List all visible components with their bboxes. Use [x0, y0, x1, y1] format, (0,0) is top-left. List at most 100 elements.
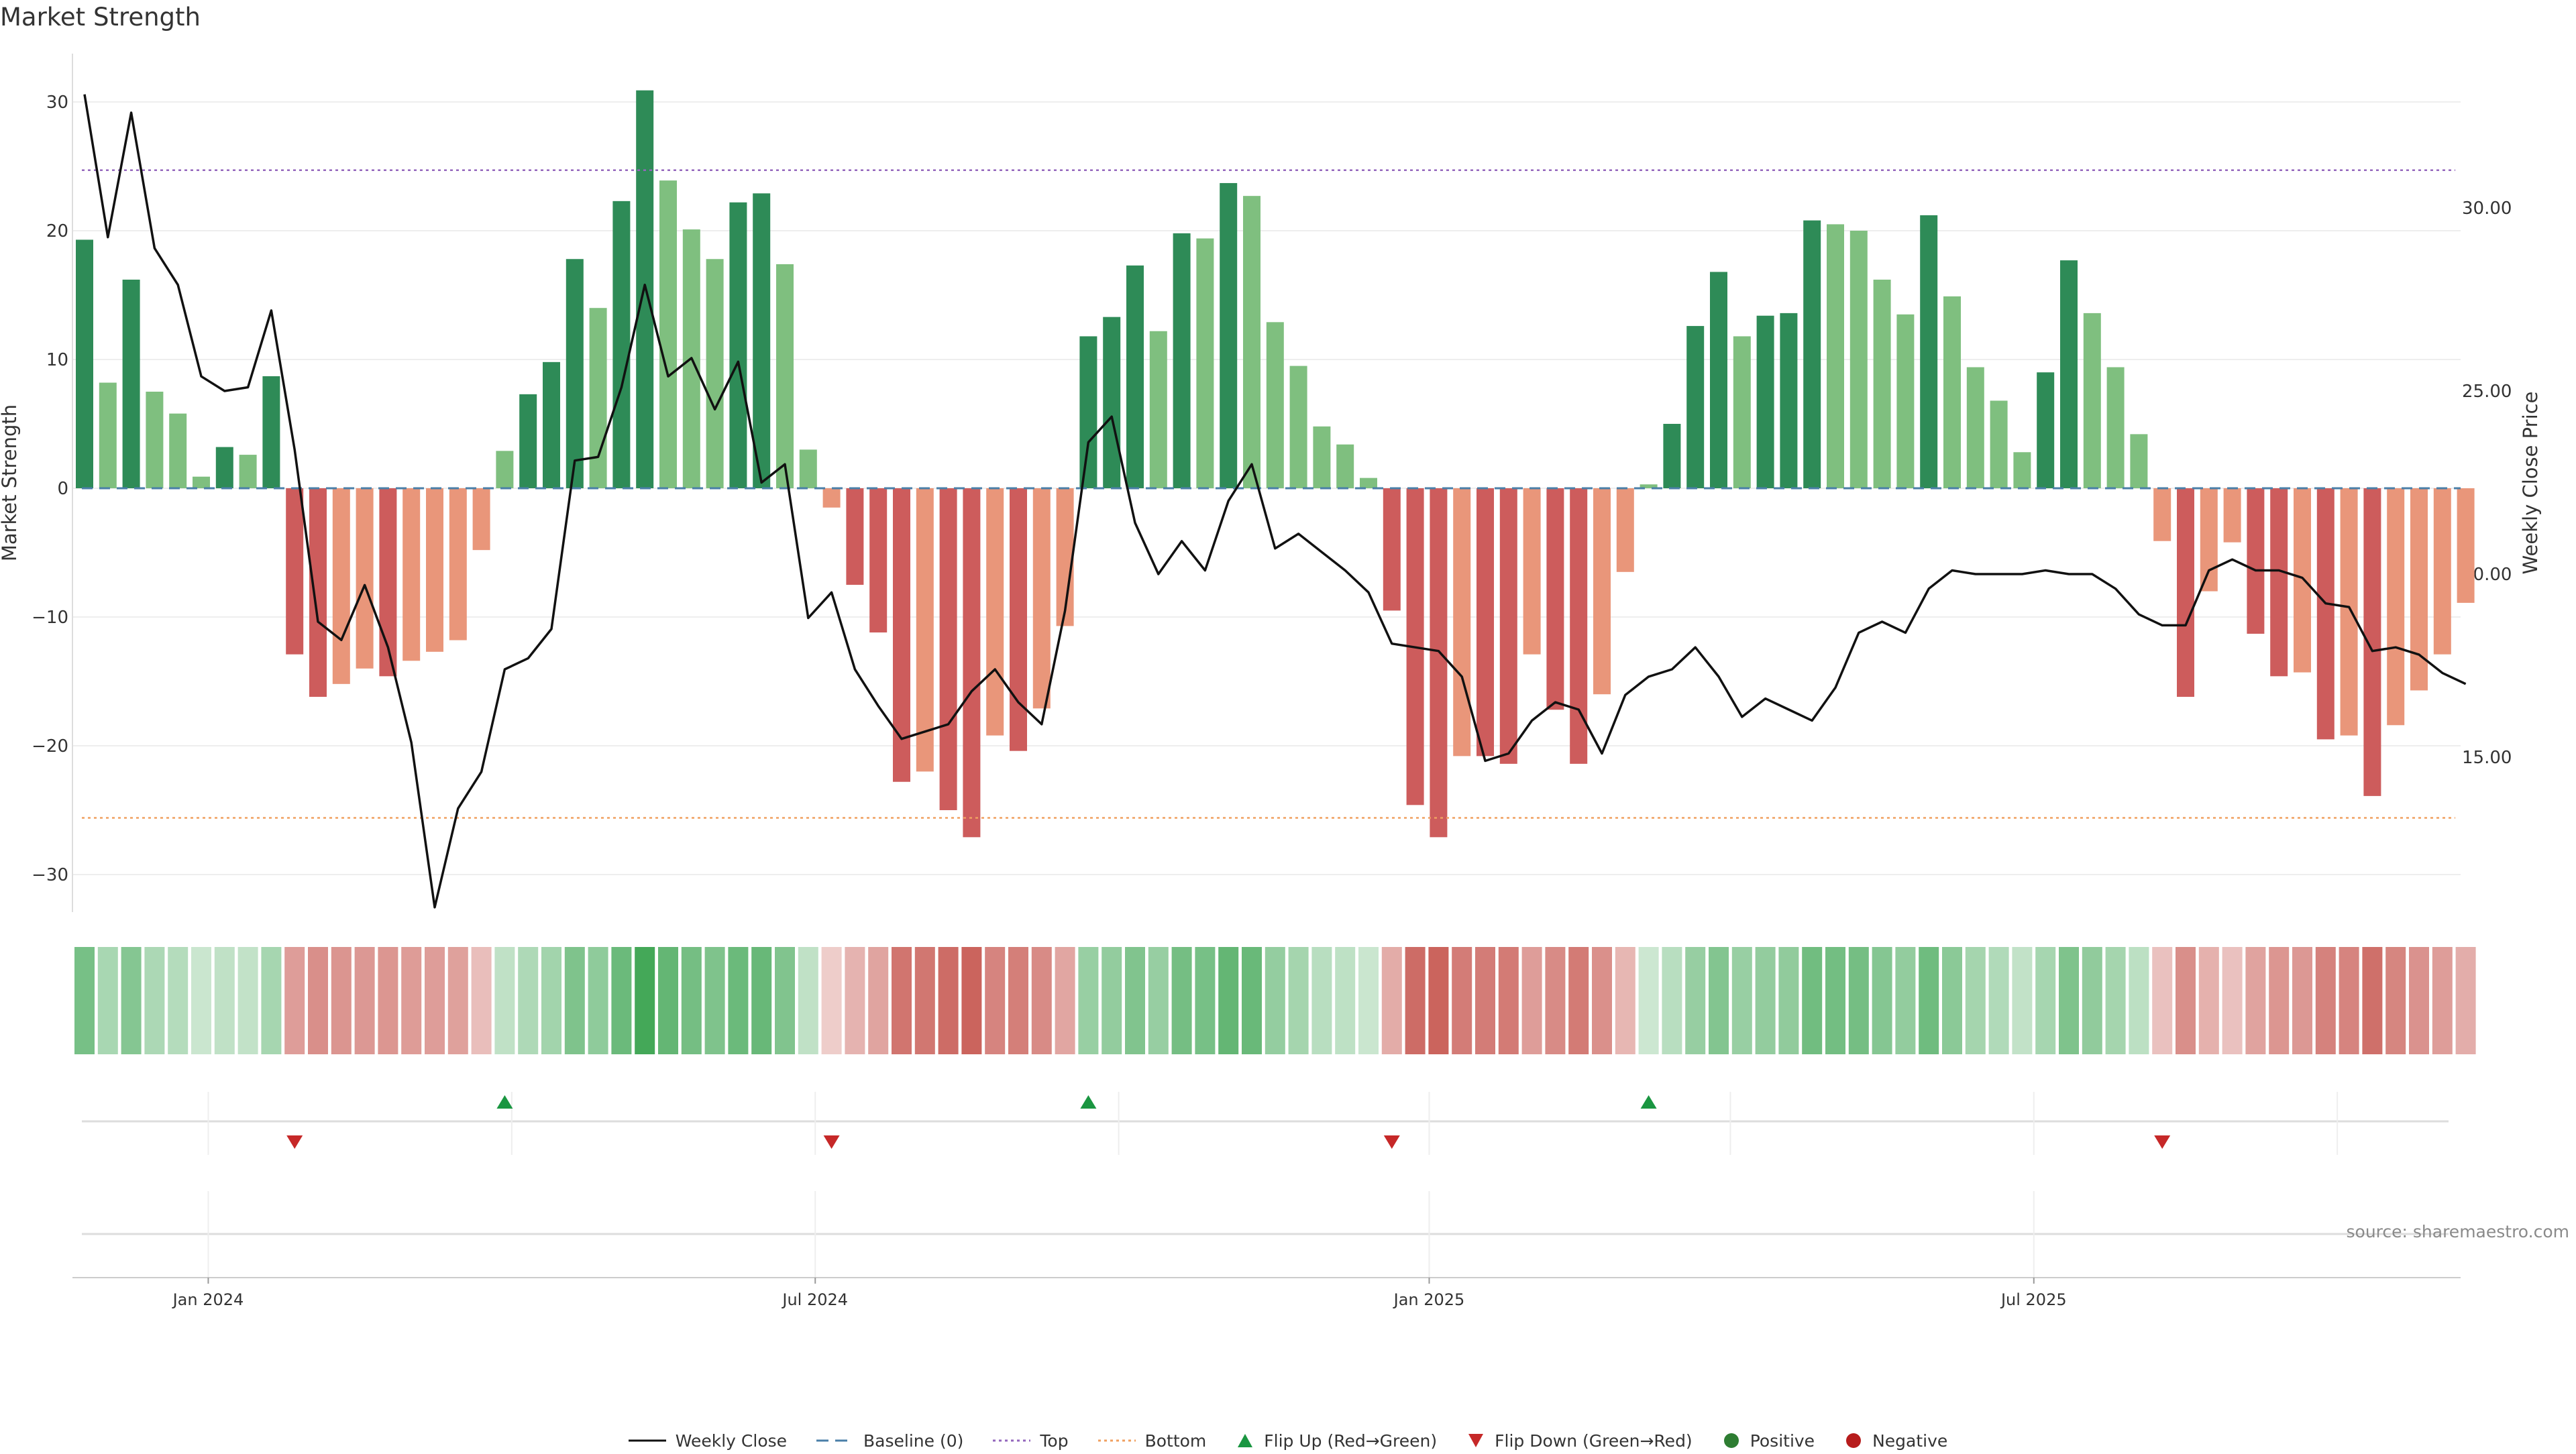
heat-cell — [518, 947, 539, 1054]
flip-up-marker — [1080, 1095, 1097, 1109]
heat-cell — [1872, 947, 1892, 1054]
x-tick-label: Jan 2025 — [1393, 1290, 1465, 1309]
strength-bar — [169, 413, 187, 488]
strength-bar — [753, 193, 771, 488]
chart-title: Market Strength — [0, 3, 201, 32]
strength-bar — [2106, 367, 2125, 488]
heat-cell — [728, 947, 749, 1054]
y2-tick-label: 30.00 — [2462, 199, 2512, 219]
legend-label: Negative — [1872, 1431, 1948, 1451]
y-tick-label: −30 — [32, 865, 68, 885]
strength-bar — [543, 361, 560, 488]
strength-bar — [1966, 367, 1984, 488]
heat-cell — [401, 947, 422, 1054]
strength-bar — [2433, 488, 2451, 655]
strength-bar — [1710, 272, 1727, 488]
strength-bar — [1243, 196, 1260, 488]
strength-bar — [822, 488, 841, 508]
strength-bar — [402, 488, 421, 661]
flip-down-marker — [1383, 1135, 1400, 1149]
strength-bar — [1849, 231, 1868, 488]
strength-bar — [659, 180, 677, 488]
heat-cell — [845, 947, 865, 1054]
heat-cell — [1778, 947, 1799, 1054]
heat-cell — [775, 947, 795, 1054]
heat-cell — [168, 947, 189, 1054]
strength-bar — [1523, 488, 1541, 655]
heat-cell — [308, 947, 328, 1054]
strength-bar — [1196, 238, 1214, 488]
legend-item: Weekly Close — [628, 1431, 787, 1451]
heat-cell — [821, 947, 842, 1054]
heat-cell — [1825, 947, 1845, 1054]
heat-cell — [2012, 947, 2033, 1054]
heat-cell — [1638, 947, 1659, 1054]
heat-cell — [1195, 947, 1216, 1054]
strength-bar — [2363, 488, 2381, 796]
heat-cell — [2152, 947, 2173, 1054]
heat-cell — [798, 947, 818, 1054]
strength-bar — [939, 488, 957, 810]
heat-cell — [2245, 947, 2266, 1054]
strength-bar — [986, 488, 1004, 736]
strength-bar — [1593, 488, 1611, 695]
y-axis-title: Market Strength — [0, 404, 21, 561]
strength-bar — [1873, 279, 1891, 488]
heat-cell — [2432, 947, 2453, 1054]
legend-item: Top — [993, 1431, 1069, 1451]
y-tick-label: −20 — [32, 736, 68, 757]
x-tick-label: Jul 2024 — [781, 1290, 848, 1309]
heat-cell — [1265, 947, 1285, 1054]
flip-down-marker — [286, 1135, 303, 1149]
flip-down-marker — [2154, 1135, 2171, 1149]
strength-bar — [1103, 317, 1121, 488]
strength-bar — [589, 308, 607, 488]
heat-cell — [1592, 947, 1612, 1054]
legend-symbol — [1723, 1433, 1739, 1448]
strength-bar — [519, 394, 537, 488]
heat-cell — [1125, 947, 1145, 1054]
strength-bar — [1032, 488, 1051, 709]
heat-cell — [1428, 947, 1449, 1054]
strength-bar — [2083, 313, 2101, 488]
strength-bar — [309, 488, 327, 697]
strength-bar — [2200, 488, 2218, 592]
legend-symbol — [816, 1439, 855, 1442]
legend-item: Positive — [1722, 1431, 1815, 1451]
heat-cell — [331, 947, 352, 1054]
heat-cell — [938, 947, 959, 1054]
strength-bar — [193, 476, 210, 488]
strength-bar — [2037, 372, 2055, 488]
heat-cell — [2339, 947, 2359, 1054]
strength-bar — [1336, 444, 1354, 488]
heat-cell — [1102, 947, 1122, 1054]
strength-bar — [1663, 424, 1681, 488]
heat-cell — [564, 947, 585, 1054]
x-tick-label: Jul 2025 — [2000, 1290, 2067, 1309]
heat-cell — [214, 947, 235, 1054]
legend-symbol — [628, 1439, 666, 1442]
heat-cell — [1242, 947, 1262, 1054]
heat-cell — [1335, 947, 1356, 1054]
strength-bar — [1686, 326, 1705, 488]
legend-symbol — [1846, 1433, 1862, 1448]
heat-cell — [447, 947, 468, 1054]
strength-bar — [2177, 488, 2194, 697]
legend-item: Baseline (0) — [816, 1431, 963, 1451]
heat-cell — [1545, 947, 1566, 1054]
heat-cell — [2105, 947, 2126, 1054]
heat-cell — [1755, 947, 1776, 1054]
strength-bar — [122, 279, 140, 488]
strength-bar — [496, 451, 514, 488]
y-tick-label: 0 — [57, 479, 68, 499]
strength-bar — [799, 449, 817, 488]
heat-cell — [1055, 947, 1075, 1054]
heat-cell — [704, 947, 725, 1054]
strength-bar — [2247, 488, 2265, 634]
heat-cell — [961, 947, 982, 1054]
legend-label: Bottom — [1144, 1431, 1207, 1451]
y-tick-label: −10 — [32, 608, 68, 628]
heat-cell — [2198, 947, 2219, 1054]
strength-bar — [2316, 488, 2334, 740]
strength-bar — [1266, 322, 1284, 488]
